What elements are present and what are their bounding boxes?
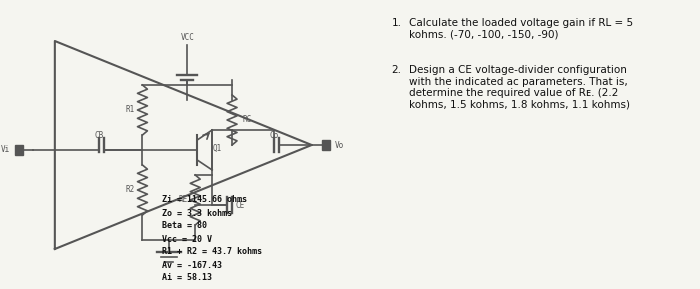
Text: R1 + R2 = 43.7 kohms: R1 + R2 = 43.7 kohms (162, 247, 262, 257)
Text: CE: CE (235, 201, 244, 210)
Text: 1.: 1. (391, 18, 401, 28)
Text: R1: R1 (126, 105, 135, 114)
Text: RE: RE (178, 195, 188, 205)
Text: Design a CE voltage-divider configuration
with the indicated ac parameters. That: Design a CE voltage-divider configuratio… (410, 65, 630, 110)
Text: Vo: Vo (335, 140, 344, 149)
Text: Co: Co (270, 131, 279, 140)
Text: CB: CB (94, 131, 104, 140)
Text: Av = -167.43: Av = -167.43 (162, 260, 223, 270)
Text: Ai = 58.13: Ai = 58.13 (162, 273, 212, 283)
Text: R2: R2 (126, 186, 135, 194)
Bar (322, 140, 330, 150)
Text: Vi: Vi (1, 145, 10, 155)
Bar (15, 145, 23, 155)
Text: RC: RC (242, 116, 251, 125)
Text: Vcc = 20 V: Vcc = 20 V (162, 234, 212, 244)
Text: Zi = 1145.66 ohms: Zi = 1145.66 ohms (162, 195, 247, 205)
Text: Zo = 3.3 kohms: Zo = 3.3 kohms (162, 208, 232, 218)
Text: Calculate the loaded voltage gain if RL = 5
kohms. (-70, -100, -150, -90): Calculate the loaded voltage gain if RL … (410, 18, 634, 40)
Text: Q1: Q1 (212, 144, 221, 153)
Text: 2.: 2. (391, 65, 401, 75)
Text: VCC: VCC (181, 34, 194, 42)
Text: Beta = 80: Beta = 80 (162, 221, 207, 231)
